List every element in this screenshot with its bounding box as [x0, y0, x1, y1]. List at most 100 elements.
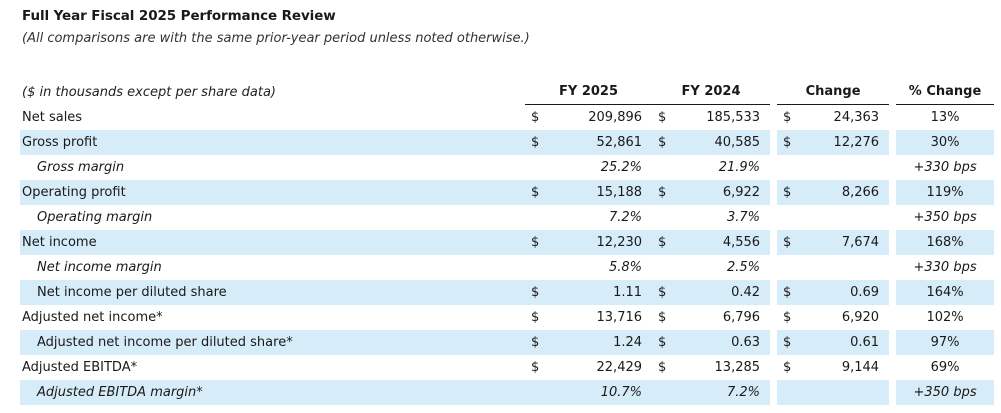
currency-symbol: $ [652, 180, 679, 205]
row-label: Adjusted EBITDA margin* [20, 380, 525, 405]
cell-change: 8,266 [804, 180, 890, 205]
cell-pct-change: +330 bps [913, 260, 977, 275]
currency-symbol [525, 205, 551, 230]
currency-symbol: $ [783, 310, 792, 325]
cell-fy2025: 25.2% [600, 160, 643, 175]
column-gap [889, 230, 896, 255]
cell-fy2025: 7.2% [608, 210, 643, 225]
column-header-change: Change [777, 79, 890, 105]
cell-pct-change: 102% [926, 310, 964, 325]
currency-symbol: $ [531, 110, 540, 125]
table-row: Adjusted EBITDA* $22,429 $13,285 $9,144 69% [20, 355, 994, 380]
currency-symbol: $ [531, 360, 540, 375]
table-row: Operating margin 7.2% 3.7% +350 bps [20, 205, 994, 230]
table-row: Operating profit $15,188 $6,922 $8,266 119% [20, 180, 995, 205]
cell-fy2024: 21.9% [718, 160, 761, 175]
cell-pct-change: 168% [896, 230, 995, 255]
row-label: Net sales [22, 110, 83, 125]
column-gap [889, 180, 896, 205]
cell-pct-change: +350 bps [896, 380, 995, 405]
currency-symbol: $ [652, 230, 679, 255]
cell-pct-change: 13% [930, 110, 960, 125]
currency-symbol [525, 380, 551, 405]
column-gap [770, 105, 777, 130]
column-gap [889, 305, 896, 330]
cell-pct-change: 164% [896, 280, 995, 305]
row-label: Gross profit [20, 130, 525, 155]
row-label: Adjusted EBITDA* [22, 360, 138, 375]
row-label: Adjusted net income per diluted share* [20, 330, 525, 355]
currency-symbol: $ [525, 180, 551, 205]
column-gap [770, 255, 777, 280]
currency-symbol [652, 155, 678, 180]
cell-change [804, 155, 889, 180]
column-gap [770, 355, 777, 380]
column-gap [770, 280, 777, 305]
cell-pct-change: +330 bps [913, 160, 977, 175]
column-gap [889, 255, 896, 280]
cell-change [804, 380, 890, 405]
column-gap [770, 230, 777, 255]
cell-fy2025: 52,861 [551, 130, 653, 155]
cell-change: 7,674 [804, 230, 890, 255]
table-header-row: ($ in thousands except per share data) F… [20, 79, 995, 105]
cell-fy2024: 2.5% [727, 260, 761, 275]
column-gap [770, 330, 777, 355]
cell-fy2024: 6,922 [678, 180, 771, 205]
cell-fy2024: 6,796 [722, 310, 761, 325]
currency-symbol: $ [525, 230, 551, 255]
currency-symbol: $ [783, 110, 792, 125]
cell-pct-change: 97% [896, 330, 995, 355]
currency-symbol [652, 255, 678, 280]
cell-fy2025: 10.7% [551, 380, 653, 405]
cell-fy2025: 15,188 [551, 180, 653, 205]
column-gap [770, 155, 777, 180]
cell-fy2024: 40,585 [678, 130, 771, 155]
performance-table: ($ in thousands except per share data) F… [20, 79, 995, 405]
cell-change: 9,144 [841, 360, 880, 375]
table-row: Net income per diluted share $1.11 $0.42 $0… [20, 280, 995, 305]
cell-fy2024: 13,285 [714, 360, 761, 375]
column-gap [770, 305, 777, 330]
column-gap [770, 130, 777, 155]
cell-fy2025: 22,429 [596, 360, 643, 375]
cell-fy2024: 4,556 [678, 230, 771, 255]
table-body: Net sales $209,896 $185,533 $24,363 13% Gross… [20, 105, 995, 405]
cell-fy2024: 0.42 [678, 280, 771, 305]
currency-symbol: $ [777, 280, 805, 305]
currency-symbol: $ [783, 360, 792, 375]
currency-symbol: $ [658, 110, 667, 125]
cell-pct-change: +350 bps [913, 210, 977, 225]
cell-fy2024: 185,533 [706, 110, 761, 125]
table-row: Adjusted net income* $13,716 $6,796 $6,920 1… [20, 305, 994, 330]
column-gap [889, 130, 896, 155]
table-row: Gross profit $52,861 $40,585 $12,276 30% [20, 130, 995, 155]
column-header-fy2025: FY 2025 [525, 79, 653, 105]
cell-change: 0.61 [804, 330, 890, 355]
row-label: Net income per diluted share [20, 280, 525, 305]
column-gap [770, 180, 777, 205]
currency-symbol: $ [525, 330, 551, 355]
column-gap [770, 380, 777, 405]
currency-symbol: $ [652, 280, 679, 305]
cell-fy2025: 1.24 [551, 330, 653, 355]
column-header-fy2024: FY 2024 [652, 79, 771, 105]
currency-symbol: $ [525, 280, 551, 305]
cell-pct-change: 30% [896, 130, 995, 155]
column-header-pct-change: % Change [896, 79, 995, 105]
row-label: Net income [20, 230, 525, 255]
currency-symbol [525, 255, 551, 280]
column-gap [889, 280, 896, 305]
page-subtitle: (All comparisons are with the same prior… [22, 31, 530, 46]
table-row: Adjusted EBITDA margin* 10.7% 7.2% +350 bps [20, 380, 995, 405]
page-title: Full Year Fiscal 2025 Performance Review [22, 8, 336, 24]
currency-symbol [777, 255, 804, 280]
column-gap [889, 105, 896, 130]
row-label: Adjusted net income* [22, 310, 163, 325]
currency-symbol [652, 205, 678, 230]
row-label: Operating profit [20, 180, 525, 205]
currency-symbol [777, 205, 804, 230]
units-note: ($ in thousands except per share data) [22, 84, 276, 100]
row-label: Net income margin [37, 260, 162, 275]
cell-fy2024: 3.7% [727, 210, 761, 225]
